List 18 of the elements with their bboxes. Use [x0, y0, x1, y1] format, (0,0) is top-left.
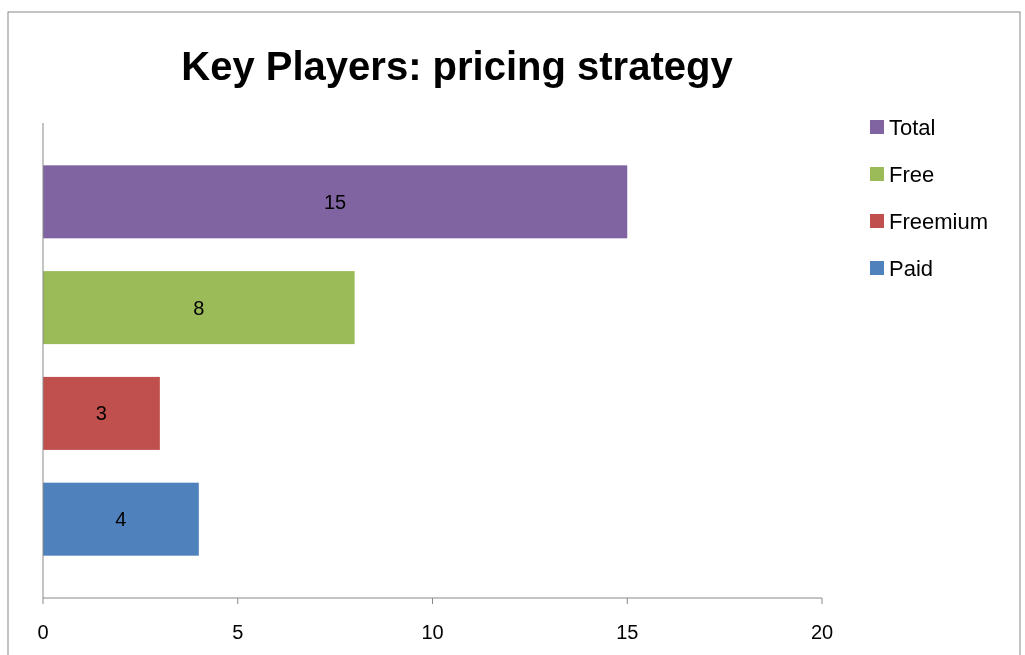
x-tick-label: 10 [421, 621, 444, 643]
x-tick-label: 20 [810, 621, 834, 643]
bar [43, 482, 199, 556]
x-tick-label: 0 [37, 621, 49, 643]
chart-title: Key Players: pricing strategy [181, 44, 734, 88]
x-tick-label: 5 [232, 621, 244, 643]
legend-label: Free [889, 161, 935, 187]
bar [43, 271, 355, 345]
data-label: 15 [324, 190, 347, 213]
data-label: 8 [193, 296, 205, 319]
legend-label: Paid [889, 255, 934, 281]
legend-label: Freemium [889, 208, 989, 234]
legend-label: Total [889, 114, 936, 140]
data-label: 3 [95, 402, 107, 425]
x-tick-label: 15 [616, 621, 639, 643]
bar [43, 376, 160, 450]
bar [43, 165, 628, 239]
data-label: 4 [115, 508, 127, 531]
